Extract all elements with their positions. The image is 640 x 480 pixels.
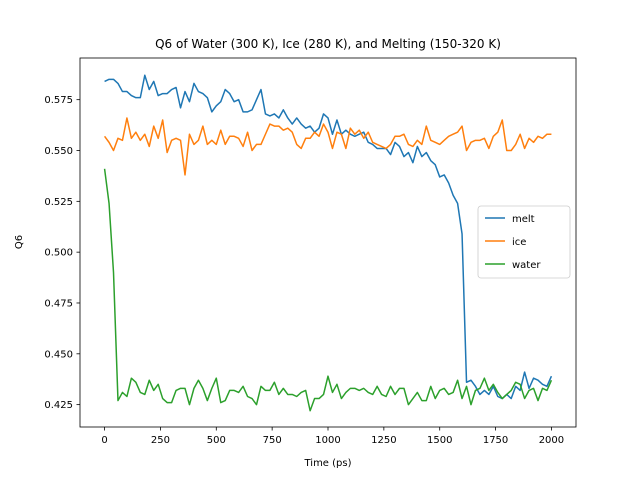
y-tick-label: 0.550	[44, 146, 73, 157]
x-tick-label: 750	[263, 435, 282, 446]
y-tick-label: 0.575	[44, 95, 73, 106]
plot-lines	[103, 74, 553, 412]
x-tick-label: 500	[207, 435, 226, 446]
legend-label-melt: melt	[512, 214, 535, 225]
x-tick-label: 1250	[371, 435, 396, 446]
x-axis-ticks: 0 250 500 750 1000 1250 1500 1750 2000	[101, 427, 564, 446]
x-tick-label: 2000	[539, 435, 564, 446]
legend-box	[477, 205, 571, 279]
x-tick-label: 0	[101, 435, 107, 446]
series-line-ice	[103, 117, 552, 176]
y-tick-label: 0.525	[44, 197, 73, 208]
x-tick-label: 250	[151, 435, 170, 446]
y-tick-label: 0.500	[44, 248, 73, 259]
x-tick-label: 1750	[483, 435, 508, 446]
y-tick-label: 0.450	[44, 349, 73, 360]
legend-label-ice: ice	[512, 237, 526, 248]
x-tick-label: 1000	[315, 435, 340, 446]
y-tick-label: 0.425	[44, 400, 73, 411]
series-line-water	[103, 168, 553, 412]
legend: melt ice water	[477, 205, 571, 279]
y-tick-label: 0.475	[44, 298, 73, 309]
x-tick-label: 1500	[427, 435, 452, 446]
y-axis-label: Q6	[14, 235, 25, 249]
legend-label-water: water	[512, 260, 541, 271]
chart-title: Q6 of Water (300 K), Ice (280 K), and Me…	[155, 37, 501, 51]
x-axis-label: Time (ps)	[303, 458, 351, 469]
y-axis-ticks: 0.425 0.450 0.475 0.500 0.525 0.550 0.575	[44, 95, 80, 411]
